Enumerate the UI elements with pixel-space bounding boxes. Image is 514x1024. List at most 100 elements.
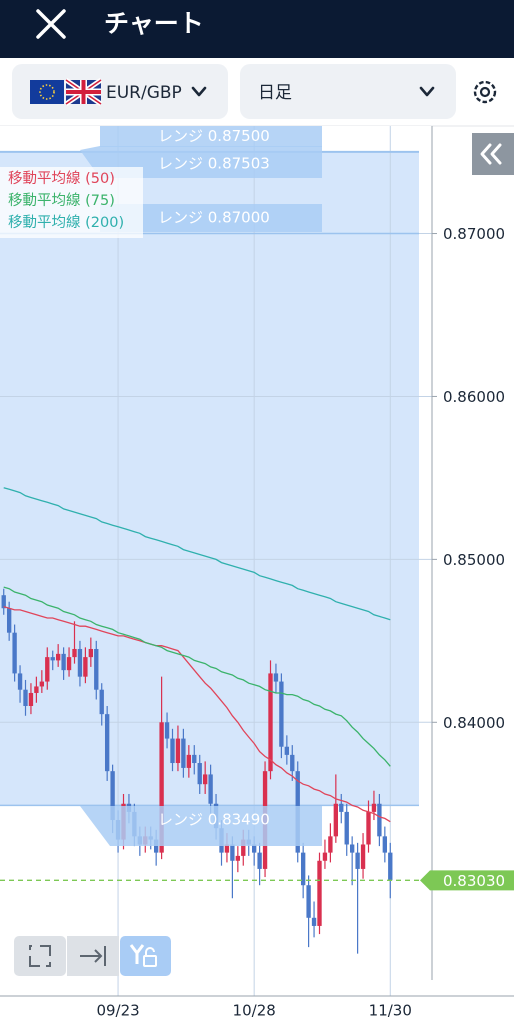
pair-label: EUR/GBP xyxy=(106,83,182,103)
candle-body xyxy=(388,852,393,881)
eu-stars xyxy=(39,84,55,100)
fit-icon xyxy=(29,945,51,967)
candle-body xyxy=(317,860,322,926)
x-tick-label: 10/28 xyxy=(233,1002,276,1020)
candle-body xyxy=(159,722,164,853)
candle-body xyxy=(241,839,246,856)
candle-body xyxy=(17,673,23,690)
range-label-box xyxy=(100,204,322,232)
range-label-box xyxy=(80,806,322,846)
fit-button[interactable] xyxy=(14,936,66,976)
candle-body xyxy=(88,648,94,658)
y-lock-letter xyxy=(129,944,145,964)
header-bar xyxy=(0,0,514,58)
header-title: チャート xyxy=(104,9,204,38)
moving-average-line xyxy=(3,487,391,621)
pair-chevron xyxy=(191,86,207,97)
candle-body xyxy=(230,844,235,861)
x-tick-label: 09/23 xyxy=(96,1002,139,1020)
chart-tools xyxy=(14,936,171,976)
candle-body xyxy=(104,714,110,772)
range-label-box xyxy=(100,126,322,147)
lock-body xyxy=(143,955,157,967)
collapse-icon xyxy=(480,143,502,165)
plot-area: 0.84000 0.85000 0.86000 0.87000 09/23 10/28 11… xyxy=(0,126,514,1020)
collapse-panel-button[interactable] xyxy=(472,133,514,175)
legend-entry: 移動平均線 (50) xyxy=(8,170,115,187)
candle-body xyxy=(322,852,328,861)
candle-body xyxy=(251,844,257,853)
timeframe-selector[interactable]: 日足 xyxy=(240,64,456,119)
candle-body xyxy=(208,774,213,804)
candle-body xyxy=(110,771,115,821)
candle-body xyxy=(12,632,17,674)
candle-body xyxy=(268,673,273,772)
current-price-label: 0.83030 xyxy=(443,872,505,890)
y-tick-label: 0.87000 xyxy=(443,225,505,243)
candle-body xyxy=(77,648,83,677)
current-price-tag xyxy=(420,870,514,891)
candle-body xyxy=(23,689,28,706)
candle-body xyxy=(28,692,34,706)
x-tick-label: 11/30 xyxy=(369,1002,412,1020)
pair-selector[interactable]: EUR/GBP xyxy=(12,64,228,119)
candle-body xyxy=(170,738,175,764)
legend-entry: 移動平均線 (200) xyxy=(8,214,124,231)
candle-body xyxy=(284,746,290,755)
moving-average-line xyxy=(3,605,391,823)
range-label: レンジ 0.87000 xyxy=(158,209,270,227)
timeframe-box xyxy=(240,64,456,119)
candle-body xyxy=(235,855,241,861)
timeframe-label: 日足 xyxy=(258,83,292,103)
candle-body xyxy=(202,774,208,785)
candle-body xyxy=(39,681,45,687)
candle-body xyxy=(382,836,388,853)
candle-body xyxy=(306,885,311,918)
candle-body xyxy=(355,852,360,869)
range-band xyxy=(0,151,419,806)
candle-body xyxy=(66,657,72,671)
y-tick-label: 0.85000 xyxy=(443,551,505,569)
candle-body xyxy=(360,844,366,869)
moving-average-line xyxy=(3,586,391,767)
candle-body xyxy=(197,763,202,785)
range-label: レンジ 0.83490 xyxy=(158,811,270,829)
range-label: レンジ 0.87503 xyxy=(158,155,270,173)
pair-box xyxy=(12,64,228,119)
candle-body xyxy=(273,673,279,682)
uk-flag-cross-red xyxy=(66,80,101,104)
y-tick-label: 0.84000 xyxy=(443,714,505,732)
candle-body xyxy=(181,738,186,768)
candle-body xyxy=(257,852,262,869)
candle-body xyxy=(279,681,284,747)
settings-button[interactable] xyxy=(473,80,497,104)
candle-body xyxy=(50,657,55,661)
candle-body xyxy=(175,738,181,764)
gear-hub xyxy=(479,86,491,98)
close-icon xyxy=(36,9,66,39)
candle-body xyxy=(61,653,66,671)
latest-icon xyxy=(80,946,106,966)
lock-shackle xyxy=(145,947,155,956)
legend-entry: 移動平均線 (75) xyxy=(8,192,115,209)
candle-body xyxy=(72,648,77,658)
candle-body xyxy=(333,803,339,837)
candle-body xyxy=(311,917,317,926)
legend-box xyxy=(0,167,143,238)
candle-body xyxy=(328,836,333,853)
candle-body xyxy=(349,844,355,853)
eu-flag xyxy=(30,80,64,104)
timeframe-chevron xyxy=(419,86,435,97)
range-label: レンジ 0.87500 xyxy=(158,127,270,145)
candle-body xyxy=(94,648,99,690)
candle-body xyxy=(300,852,306,886)
candle-body xyxy=(1,595,6,609)
candle-body xyxy=(339,803,344,812)
candle-body xyxy=(164,722,170,739)
candle-body xyxy=(6,608,12,633)
close-button[interactable] xyxy=(36,9,66,39)
candle-body xyxy=(34,686,39,693)
gear-teeth xyxy=(473,80,497,104)
